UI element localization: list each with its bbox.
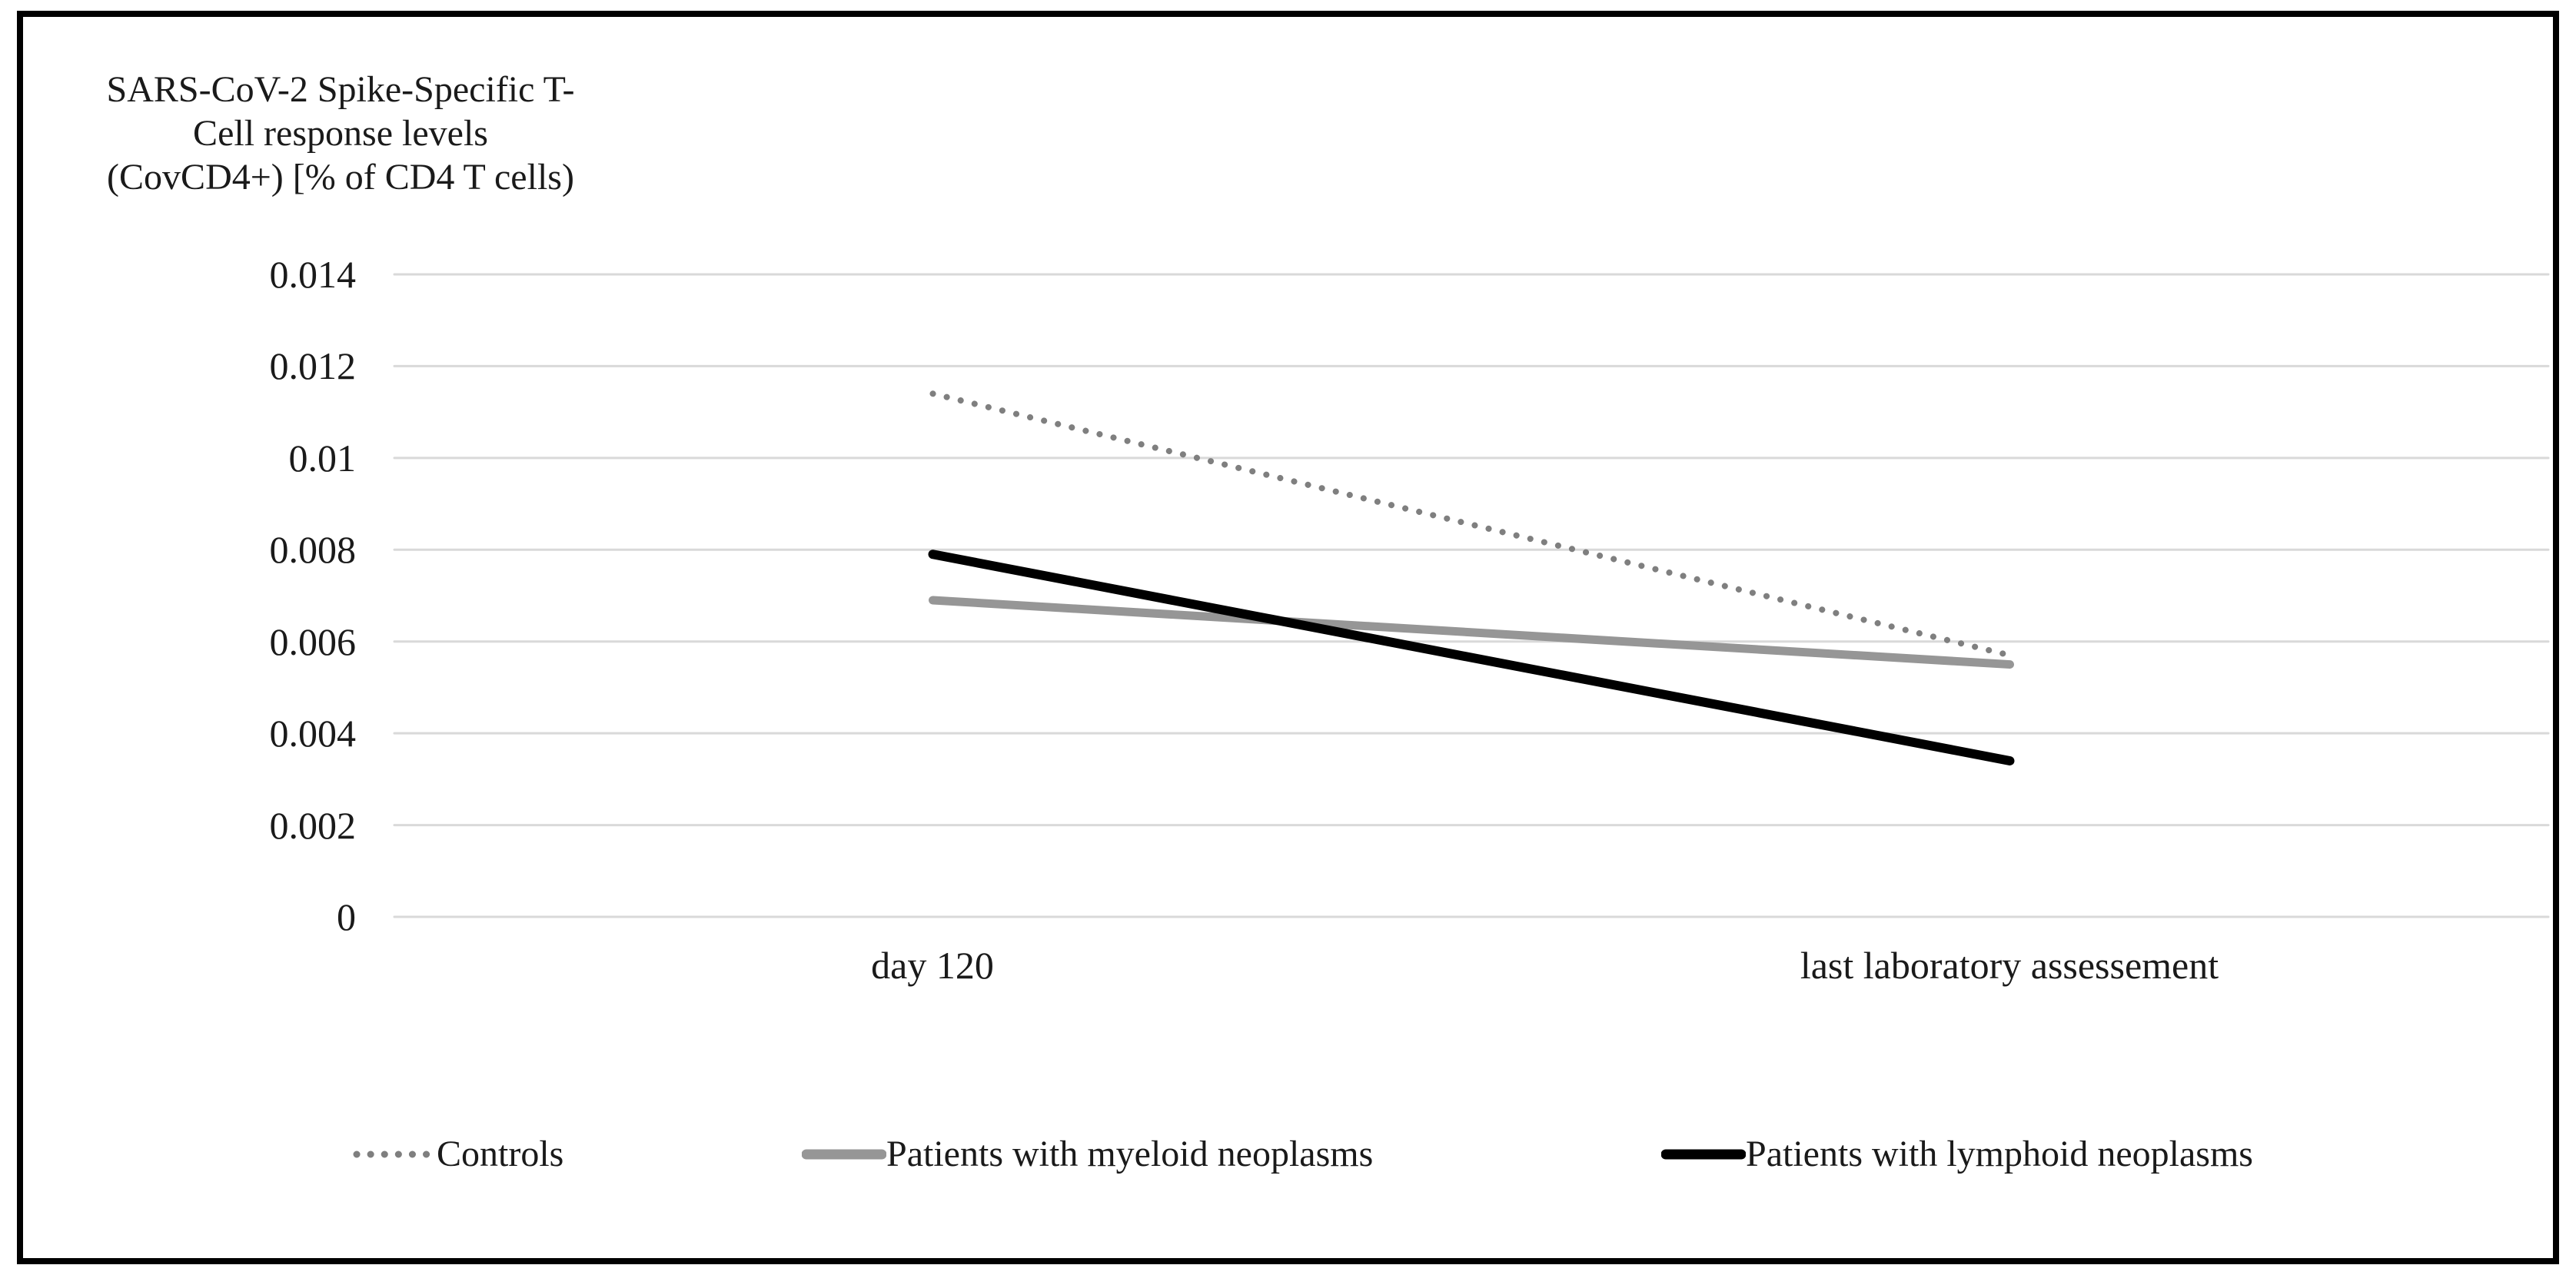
- y-axis-tick-label: 0.012: [269, 344, 357, 387]
- legend-label-myeloid: Patients with myeloid neoplasms: [886, 1134, 1374, 1174]
- legend-label-controls: Controls: [437, 1134, 564, 1174]
- y-axis-tick-label: 0.014: [269, 253, 357, 296]
- legend-swatch-lymphoid: [1661, 1149, 1746, 1160]
- legend-item-myeloid: Patients with myeloid neoplasms: [802, 1130, 1373, 1179]
- series-line-patients-with-myeloid-neoplasms: [929, 596, 2014, 669]
- y-axis-tick-label: 0.004: [269, 712, 357, 755]
- legend-swatch-controls: [353, 1150, 436, 1158]
- legend-item-lymphoid: Patients with lymphoid neoplasms: [1661, 1130, 2253, 1179]
- legend-swatch-myeloid: [802, 1149, 886, 1160]
- y-axis-tick-label: 0.008: [269, 528, 357, 571]
- y-axis-tick-label: 0.006: [269, 620, 357, 663]
- chart-title-line-3: (CovCD4+) [% of CD4 T cells): [107, 157, 574, 198]
- chart-title-line-2: Cell response levels: [193, 113, 488, 154]
- y-axis-tick-label: 0.002: [269, 804, 357, 847]
- series-line-controls: [929, 390, 2013, 659]
- series-line-patients-with-lymphoid-neoplasms: [928, 550, 2015, 765]
- x-axis-tick-label: day 120: [871, 944, 994, 987]
- y-axis-tick-label: 0: [337, 895, 356, 938]
- chart-title-line-1: SARS-CoV-2 Spike-Specific T-: [106, 69, 575, 110]
- figure-frame: [17, 11, 2559, 1264]
- y-axis-tick-label: 0.01: [288, 437, 357, 480]
- chart-title: SARS-CoV-2 Spike-Specific T- Cell respon…: [75, 68, 606, 199]
- legend-label-lymphoid: Patients with lymphoid neoplasms: [1746, 1134, 2253, 1174]
- x-axis-tick-label: last laboratory assessement: [1800, 944, 2219, 987]
- legend-item-controls: Controls: [352, 1130, 563, 1179]
